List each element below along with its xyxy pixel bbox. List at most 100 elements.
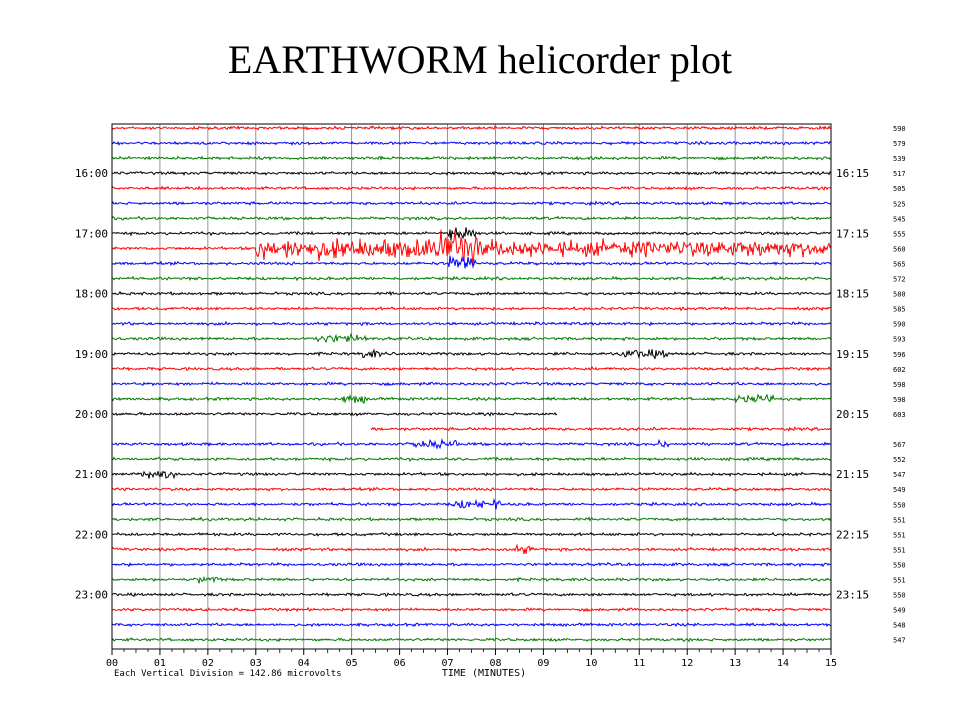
seismic-trace [111,140,832,146]
trace-value-label: 555 [893,230,906,238]
hour-label-left: 17:00 [75,227,108,240]
trace-value-label: 598 [893,381,906,389]
seismic-trace [111,637,832,643]
seismic-trace [111,306,832,312]
trace-value-label: 598 [893,396,906,404]
trace-value-label: 552 [893,456,906,464]
grid-layer [111,124,832,655]
trace-value-label: 551 [893,531,906,539]
seismic-trace [111,497,832,510]
trace-value-label: 551 [893,546,906,554]
trace-value-label: 603 [893,411,906,419]
trace-value-label: 580 [893,291,906,299]
trace-value-label: 567 [893,441,906,449]
hour-label-left: 23:00 [75,589,108,602]
hour-label-right: 18:15 [836,288,869,301]
seismic-trace [111,486,832,492]
x-tick-label: 04 [298,658,310,669]
hour-label-right: 23:15 [836,589,869,602]
x-tick-label: 12 [681,658,693,669]
hour-label-left: 20:00 [75,408,108,421]
x-tick-label: 13 [729,658,741,669]
seismic-trace [111,575,832,584]
trace-value-label: 550 [893,561,906,569]
seismic-trace [111,200,832,207]
trace-value-label: 579 [893,140,906,148]
seismic-trace [111,227,832,241]
seismic-trace [111,531,832,537]
trace-value-label: 590 [893,321,906,329]
trace-value-label: 548 [893,622,906,630]
hour-label-right: 21:15 [836,468,869,481]
seismic-trace [111,255,832,269]
x-tick-label: 07 [442,658,454,669]
seismic-trace [111,470,832,480]
trace-layer [111,125,832,643]
x-tick-label: 05 [346,658,358,669]
trace-value-label: 550 [893,592,906,600]
hour-label-left: 16:00 [75,167,108,180]
seismic-trace [111,125,832,131]
trace-value-label: 572 [893,276,906,284]
trace-value-label: 547 [893,471,906,479]
trace-value-label: 593 [893,336,906,344]
x-tick-label: 06 [394,658,406,669]
hour-label-right: 19:15 [836,348,869,361]
seismic-trace [111,275,832,282]
x-tick-label: 02 [202,658,214,669]
x-tick-label: 10 [585,658,597,669]
trace-value-label: 596 [893,351,906,359]
seismic-trace [111,543,832,555]
seismic-trace [111,348,832,360]
x-tick-label: 11 [633,658,645,669]
seismic-trace [111,381,832,387]
trace-value-label: 585 [893,306,906,314]
hour-label-right: 20:15 [836,408,869,421]
x-tick-label: 00 [106,658,118,669]
trace-value-label: 549 [893,486,906,494]
trace-value-label: 545 [893,215,906,223]
seismic-trace [111,591,832,598]
seismic-trace [370,426,832,432]
seismic-trace [111,290,832,297]
seismic-trace [111,170,832,177]
trace-value-label: 590 [893,125,906,133]
label-layer: 00 01 02 03 04 05 06 07 08 09 10 11 12 13 14 15 590 579 53… [75,125,906,669]
trace-value-label: 565 [893,260,906,268]
trace-value-label: 539 [893,155,906,163]
trace-value-label: 551 [893,516,906,524]
seismic-trace [111,438,832,450]
trace-value-label: 550 [893,501,906,509]
seismic-trace [111,229,832,269]
seismic-trace [111,215,832,222]
seismic-trace [111,320,832,327]
seismic-trace [111,456,832,463]
x-tick-label: 08 [489,658,501,669]
hour-label-left: 18:00 [75,288,108,301]
trace-value-label: 505 [893,185,906,193]
hour-label-right: 22:15 [836,528,869,541]
hour-label-right: 17:15 [836,227,869,240]
hour-label-right: 16:15 [836,167,869,180]
trace-value-label: 602 [893,366,906,374]
scale-note: Each Vertical Division = 142.86 microvol… [114,669,342,679]
seismic-trace [111,606,832,613]
x-tick-label: 15 [825,658,837,669]
seismic-trace [111,561,832,568]
hour-label-left: 21:00 [75,468,108,481]
x-tick-label: 09 [537,658,549,669]
trace-value-label: 547 [893,637,906,645]
seismic-trace [111,155,832,161]
seismic-trace [111,185,832,192]
trace-value-label: 551 [893,577,906,585]
x-axis-label: TIME (MINUTES) [442,668,526,679]
trace-value-label: 525 [893,200,906,208]
seismic-trace [112,333,832,344]
trace-value-label: 517 [893,170,906,178]
hour-label-left: 19:00 [75,348,108,361]
hour-label-left: 22:00 [75,528,108,541]
x-tick-label: 01 [154,658,166,669]
x-tick-label: 03 [250,658,262,669]
seismic-trace [111,516,832,522]
